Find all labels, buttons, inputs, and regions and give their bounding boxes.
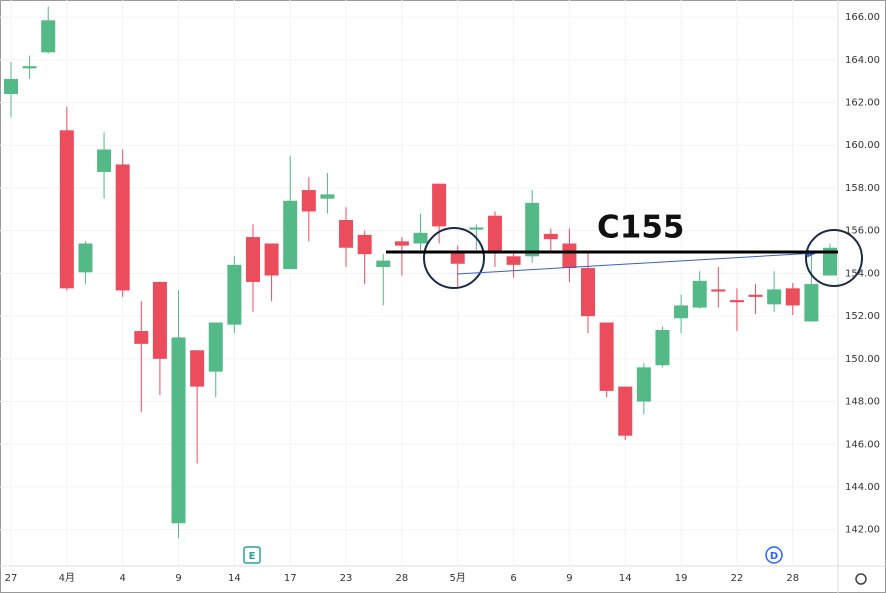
- x-tick-label: 9: [175, 573, 181, 584]
- candle-body: [711, 289, 726, 292]
- event-label: E: [249, 551, 256, 562]
- x-tick-label: 5月: [450, 572, 466, 584]
- candle-body: [208, 322, 223, 372]
- candle-body: [804, 284, 819, 322]
- candle-body: [115, 164, 130, 291]
- candle-body: [487, 215, 502, 253]
- candle-body: [581, 268, 596, 317]
- x-tick-label: 4月: [59, 572, 75, 584]
- event-marker: E: [243, 546, 261, 564]
- x-tick-label: 28: [786, 573, 799, 584]
- x-tick-label: 4: [119, 573, 125, 584]
- candle-body: [543, 233, 558, 240]
- candle-body: [469, 227, 484, 230]
- candle-body: [41, 20, 56, 53]
- candle-body: [767, 289, 782, 305]
- candle-body: [283, 200, 298, 270]
- candle-body: [301, 190, 316, 212]
- y-tick-label: 150.00: [845, 354, 880, 365]
- plot: [0, 0, 838, 566]
- candle-body: [692, 280, 707, 308]
- candle-body: [729, 300, 744, 303]
- arrow: [456, 249, 817, 275]
- candle-body: [785, 288, 800, 306]
- y-tick-label: 142.00: [845, 525, 880, 536]
- candle-body: [525, 202, 540, 257]
- candle-body: [450, 253, 465, 264]
- candle-body: [506, 256, 521, 265]
- candle-body: [376, 260, 391, 267]
- event-badge: [765, 546, 783, 564]
- candle-body: [357, 234, 372, 255]
- candle-body: [78, 243, 93, 273]
- candle-body: [562, 243, 577, 269]
- candle-body: [599, 322, 614, 391]
- x-tick-label: 14: [228, 573, 241, 584]
- x-tick-label: 22: [731, 573, 744, 584]
- x-tick-label: 9: [566, 573, 572, 584]
- highlight-circle: [805, 229, 863, 287]
- x-tick-label: 17: [284, 573, 297, 584]
- x-tick-label: 14: [619, 573, 632, 584]
- candle-body: [264, 243, 279, 276]
- event-marker: D: [765, 546, 783, 564]
- candle-body: [394, 241, 409, 246]
- annotation-text: C155: [597, 210, 684, 246]
- y-tick-label: 164.00: [845, 55, 880, 66]
- event-badge: [243, 546, 261, 564]
- y-tick-label: 160.00: [845, 140, 880, 151]
- candle-body: [636, 367, 651, 402]
- candle-body: [655, 329, 670, 366]
- candle-body: [432, 183, 447, 227]
- y-tick-label: 166.00: [845, 12, 880, 23]
- y-tick-label: 162.00: [845, 98, 880, 109]
- y-tick-label: 152.00: [845, 311, 880, 322]
- candle-body: [171, 337, 186, 524]
- y-tick-label: 154.00: [845, 268, 880, 279]
- candle-body: [339, 219, 354, 248]
- y-tick-label: 146.00: [845, 439, 880, 450]
- event-label: D: [770, 551, 778, 562]
- highlight-circle: [423, 227, 485, 289]
- y-tick-label: 144.00: [845, 482, 880, 493]
- candle-body: [748, 294, 763, 297]
- x-tick-label: 19: [675, 573, 688, 584]
- candle-body: [190, 350, 205, 387]
- x-tick-label: 23: [340, 573, 353, 584]
- x-tick-label: 27: [5, 573, 18, 584]
- candle-body: [674, 305, 689, 319]
- candle-body: [134, 331, 149, 344]
- candle-body: [227, 264, 242, 325]
- candle-body: [413, 232, 428, 244]
- candle-body: [823, 247, 837, 276]
- candle-body: [152, 281, 167, 359]
- y-tick-label: 158.00: [845, 183, 880, 194]
- candle-body: [320, 194, 335, 199]
- candle-body: [22, 66, 37, 69]
- y-tick-label: 156.00: [845, 226, 880, 237]
- candle-body: [618, 386, 633, 436]
- candle-body: [4, 79, 18, 94]
- y-tick-label: 148.00: [845, 397, 880, 408]
- settings-icon[interactable]: [855, 573, 867, 585]
- candle-body: [97, 149, 112, 172]
- candle-body: [245, 237, 260, 282]
- x-tick-label: 6: [510, 573, 516, 584]
- candle-body: [59, 130, 74, 289]
- x-tick-label: 28: [396, 573, 409, 584]
